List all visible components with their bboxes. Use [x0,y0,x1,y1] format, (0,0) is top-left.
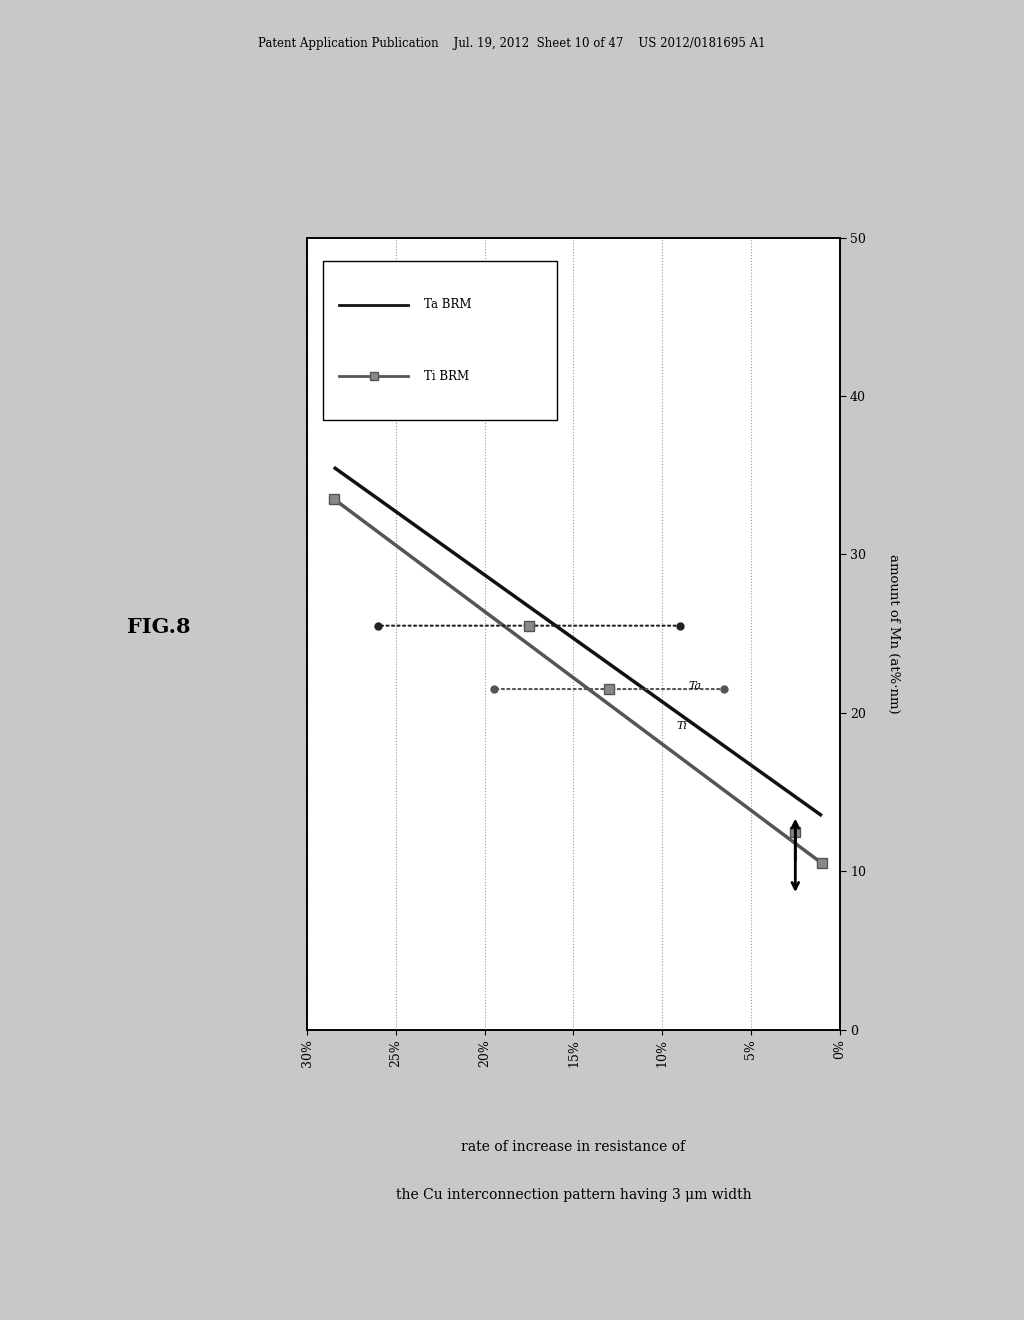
Text: Ta BRM: Ta BRM [424,298,472,312]
Text: Ta: Ta [689,681,701,692]
Y-axis label: amount of Mn (at%·nm): amount of Mn (at%·nm) [887,554,900,713]
Text: Ti: Ti [677,721,687,731]
Text: Ti BRM: Ti BRM [424,370,469,383]
Text: Patent Application Publication    Jul. 19, 2012  Sheet 10 of 47    US 2012/01816: Patent Application Publication Jul. 19, … [258,37,766,50]
Text: FIG.8: FIG.8 [127,616,190,638]
Text: rate of increase in resistance of: rate of increase in resistance of [462,1140,685,1155]
Text: the Cu interconnection pattern having 3 μm width: the Cu interconnection pattern having 3 … [395,1188,752,1203]
FancyBboxPatch shape [324,261,557,420]
